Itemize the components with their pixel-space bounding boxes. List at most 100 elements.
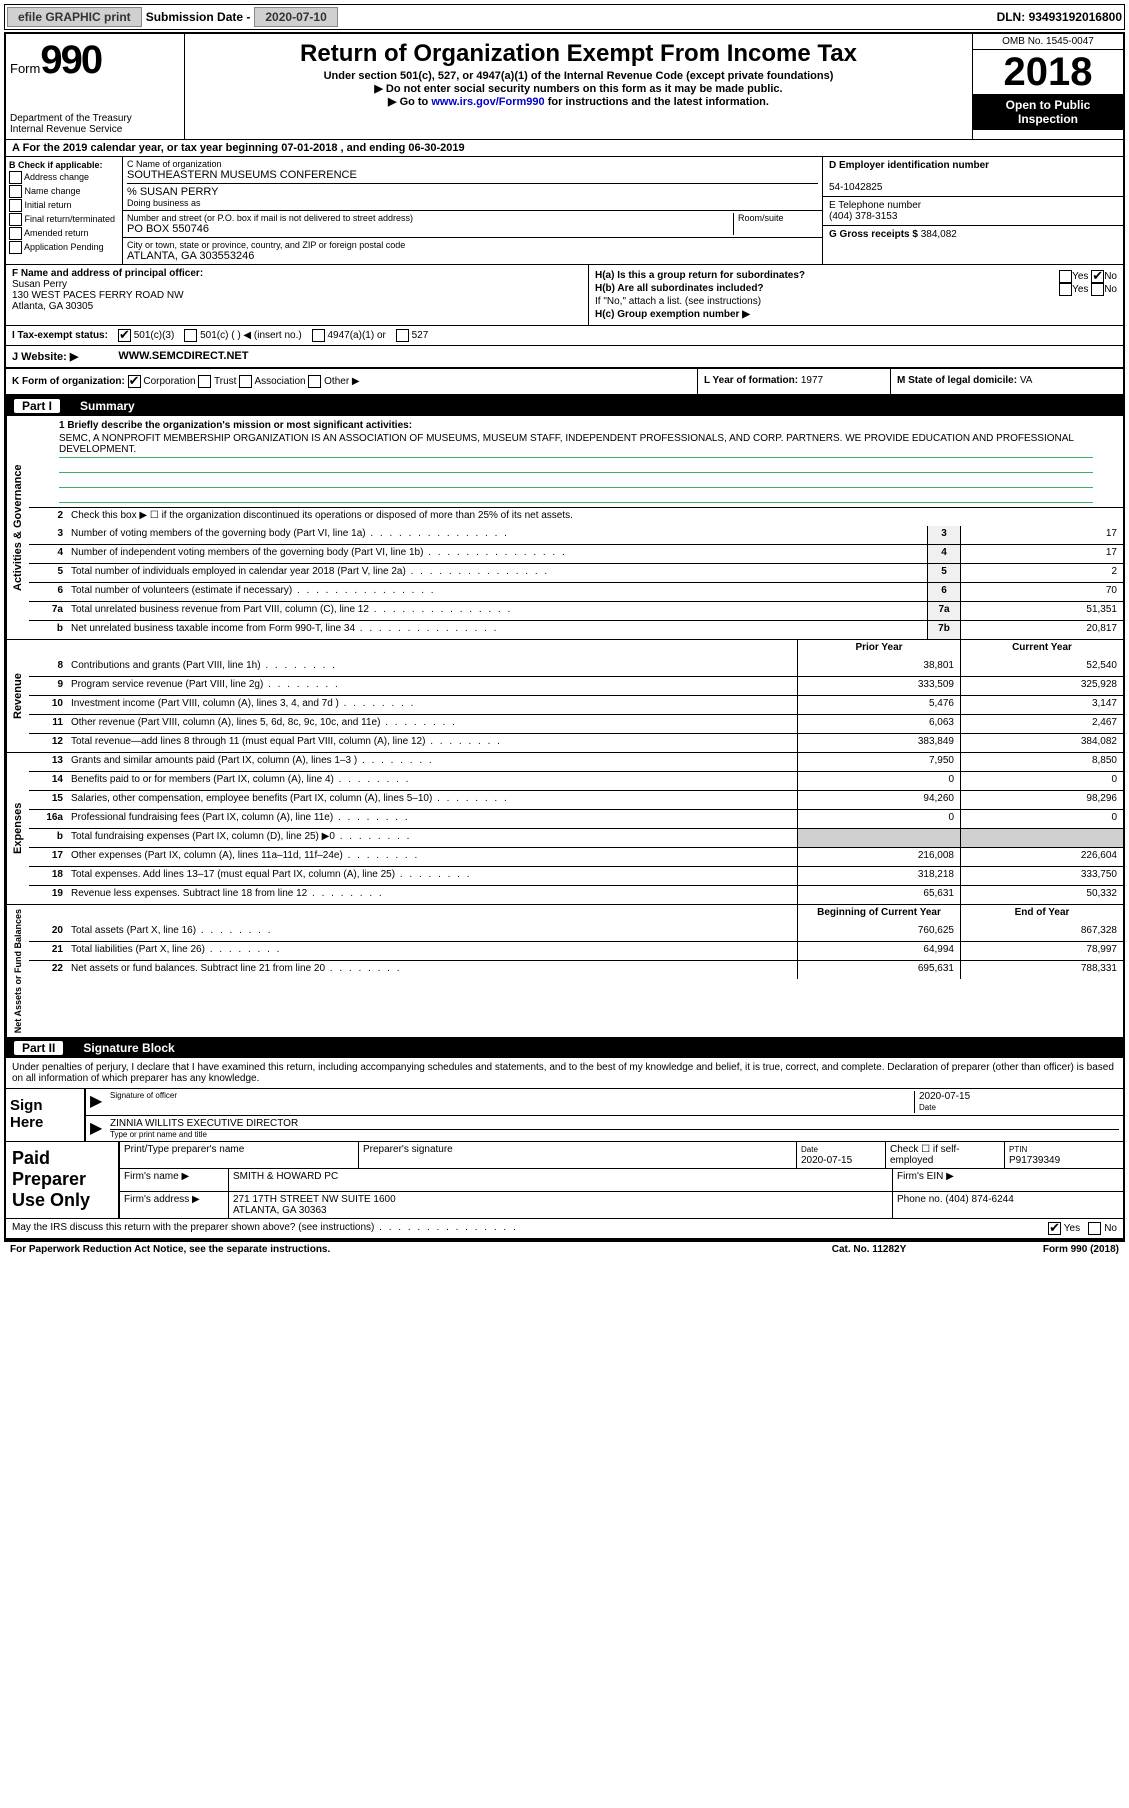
inspection-label: Open to Public Inspection bbox=[973, 94, 1123, 130]
section-c: C Name of organization SOUTHEASTERN MUSE… bbox=[123, 157, 823, 264]
declaration-text: Under penalties of perjury, I declare th… bbox=[6, 1058, 1123, 1088]
discuss-yes-checkbox[interactable] bbox=[1048, 1222, 1061, 1235]
side-revenue: Revenue bbox=[6, 640, 29, 752]
ha-no-checkbox[interactable] bbox=[1091, 270, 1104, 283]
table-row: 17Other expenses (Part IX, column (A), l… bbox=[29, 847, 1123, 866]
line1-label: 1 Briefly describe the organization's mi… bbox=[59, 420, 412, 431]
section-m: M State of legal domicile: VA bbox=[891, 369, 1123, 394]
website: WWW.SEMCDIRECT.NET bbox=[118, 350, 248, 363]
table-row: 9Program service revenue (Part VIII, lin… bbox=[29, 676, 1123, 695]
table-row: 3Number of voting members of the governi… bbox=[29, 526, 1123, 544]
amended-checkbox[interactable] bbox=[9, 227, 22, 240]
name-change-checkbox[interactable] bbox=[9, 185, 22, 198]
4947-checkbox[interactable] bbox=[312, 329, 325, 342]
table-row: 4Number of independent voting members of… bbox=[29, 544, 1123, 563]
firm-address: 271 17TH STREET NW SUITE 1600ATLANTA, GA… bbox=[229, 1192, 893, 1218]
table-row: 7aTotal unrelated business revenue from … bbox=[29, 601, 1123, 620]
care-of: % SUSAN PERRY bbox=[127, 183, 818, 198]
prep-date: 2020-07-15 bbox=[801, 1155, 852, 1166]
table-row: 20Total assets (Part X, line 16)760,6258… bbox=[29, 923, 1123, 941]
form-title: Return of Organization Exempt From Incom… bbox=[193, 40, 964, 68]
table-row: bTotal fundraising expenses (Part IX, co… bbox=[29, 828, 1123, 847]
table-row: 16aProfessional fundraising fees (Part I… bbox=[29, 809, 1123, 828]
period-row: A For the 2019 calendar year, or tax yea… bbox=[6, 140, 1123, 157]
trust-checkbox[interactable] bbox=[198, 375, 211, 388]
bcy-header: Beginning of Current Year bbox=[797, 905, 960, 923]
side-expenses: Expenses bbox=[6, 753, 29, 904]
section-i: I Tax-exempt status: 501(c)(3) 501(c) ( … bbox=[6, 326, 1123, 346]
527-checkbox[interactable] bbox=[396, 329, 409, 342]
officer-name: ZINNIA WILLITS EXECUTIVE DIRECTOR bbox=[110, 1118, 1119, 1130]
assoc-checkbox[interactable] bbox=[239, 375, 252, 388]
501c-checkbox[interactable] bbox=[184, 329, 197, 342]
arrow-icon: ▶ bbox=[90, 1091, 110, 1113]
mission-text: SEMC, A NONPROFIT MEMBERSHIP ORGANIZATIO… bbox=[59, 431, 1093, 458]
section-d: D Employer identification number 54-1042… bbox=[823, 157, 1123, 264]
subdate-button[interactable]: 2020-07-10 bbox=[254, 7, 337, 27]
discuss-no-checkbox[interactable] bbox=[1088, 1222, 1101, 1235]
addr-change-checkbox[interactable] bbox=[9, 171, 22, 184]
table-row: 14Benefits paid to or for members (Part … bbox=[29, 771, 1123, 790]
firm-phone: (404) 874-6244 bbox=[945, 1194, 1013, 1205]
section-b: B Check if applicable: Address change Na… bbox=[6, 157, 123, 264]
table-row: 22Net assets or fund balances. Subtract … bbox=[29, 960, 1123, 979]
paid-preparer-label: Paid Preparer Use Only bbox=[6, 1142, 120, 1218]
table-row: 15Salaries, other compensation, employee… bbox=[29, 790, 1123, 809]
table-row: 10Investment income (Part VIII, column (… bbox=[29, 695, 1123, 714]
discuss-question: May the IRS discuss this return with the… bbox=[12, 1222, 1048, 1235]
sig-date: 2020-07-15 bbox=[919, 1091, 970, 1102]
tax-year: 2018 bbox=[973, 50, 1123, 94]
form-number: Form990 bbox=[10, 38, 180, 83]
corp-checkbox[interactable] bbox=[128, 375, 141, 388]
table-row: 11Other revenue (Part VIII, column (A), … bbox=[29, 714, 1123, 733]
cat-no: Cat. No. 11282Y bbox=[769, 1244, 969, 1255]
section-l: L Year of formation: 1977 bbox=[698, 369, 891, 394]
org-name: SOUTHEASTERN MUSEUMS CONFERENCE bbox=[127, 169, 818, 181]
table-row: 13Grants and similar amounts paid (Part … bbox=[29, 753, 1123, 771]
subdate-label: Submission Date - bbox=[146, 10, 251, 24]
section-k: K Form of organization: Corporation Trus… bbox=[6, 369, 698, 394]
501c3-checkbox[interactable] bbox=[118, 329, 131, 342]
pending-checkbox[interactable] bbox=[9, 241, 22, 254]
table-row: 18Total expenses. Add lines 13–17 (must … bbox=[29, 866, 1123, 885]
table-row: 12Total revenue—add lines 8 through 11 (… bbox=[29, 733, 1123, 752]
omb-number: OMB No. 1545-0047 bbox=[973, 34, 1123, 50]
ein: 54-1042825 bbox=[829, 182, 882, 193]
side-netassets: Net Assets or Fund Balances bbox=[6, 905, 29, 1037]
table-row: 19Revenue less expenses. Subtract line 1… bbox=[29, 885, 1123, 904]
subtitle-1: Under section 501(c), 527, or 4947(a)(1)… bbox=[193, 70, 964, 82]
telephone: (404) 378-3153 bbox=[829, 211, 897, 222]
self-employed-check[interactable]: Check ☐ if self-employed bbox=[886, 1142, 1005, 1168]
paperwork-notice: For Paperwork Reduction Act Notice, see … bbox=[10, 1244, 769, 1255]
table-row: 6Total number of volunteers (estimate if… bbox=[29, 582, 1123, 601]
gross-receipts: 384,082 bbox=[921, 229, 957, 240]
subtitle-2: Do not enter social security numbers on … bbox=[193, 82, 964, 95]
ptin: P91739349 bbox=[1009, 1155, 1060, 1166]
top-bar: efile GRAPHIC print Submission Date - 20… bbox=[4, 4, 1125, 30]
section-h: H(a) Is this a group return for subordin… bbox=[589, 265, 1123, 325]
hb-yes-checkbox[interactable] bbox=[1059, 283, 1072, 296]
street-address: PO BOX 550746 bbox=[127, 223, 733, 235]
form-container: Form990 Department of the Treasury Inter… bbox=[4, 32, 1125, 1240]
sign-here-label: Sign Here bbox=[6, 1089, 86, 1141]
ha-yes-checkbox[interactable] bbox=[1059, 270, 1072, 283]
irs-link[interactable]: www.irs.gov/Form990 bbox=[431, 96, 544, 108]
hb-no-checkbox[interactable] bbox=[1091, 283, 1104, 296]
section-f: F Name and address of principal officer:… bbox=[6, 265, 589, 325]
section-j: J Website: ▶ WWW.SEMCDIRECT.NET bbox=[6, 346, 1123, 369]
eoy-header: End of Year bbox=[960, 905, 1123, 923]
initial-return-checkbox[interactable] bbox=[9, 199, 22, 212]
firm-name: SMITH & HOWARD PC bbox=[229, 1169, 893, 1191]
efile-button[interactable]: efile GRAPHIC print bbox=[7, 7, 142, 27]
city-state-zip: ATLANTA, GA 303553246 bbox=[127, 250, 818, 262]
form-rev: Form 990 (2018) bbox=[969, 1244, 1119, 1255]
line2: Check this box ▶ ☐ if the organization d… bbox=[67, 508, 1123, 526]
table-row: 21Total liabilities (Part X, line 26)64,… bbox=[29, 941, 1123, 960]
other-checkbox[interactable] bbox=[308, 375, 321, 388]
table-row: bNet unrelated business taxable income f… bbox=[29, 620, 1123, 639]
dept-label: Department of the Treasury Internal Reve… bbox=[10, 113, 180, 135]
current-year-header: Current Year bbox=[960, 640, 1123, 658]
final-return-checkbox[interactable] bbox=[9, 213, 22, 226]
part2-header: Part II Signature Block bbox=[6, 1038, 1123, 1058]
table-row: 8Contributions and grants (Part VIII, li… bbox=[29, 658, 1123, 676]
